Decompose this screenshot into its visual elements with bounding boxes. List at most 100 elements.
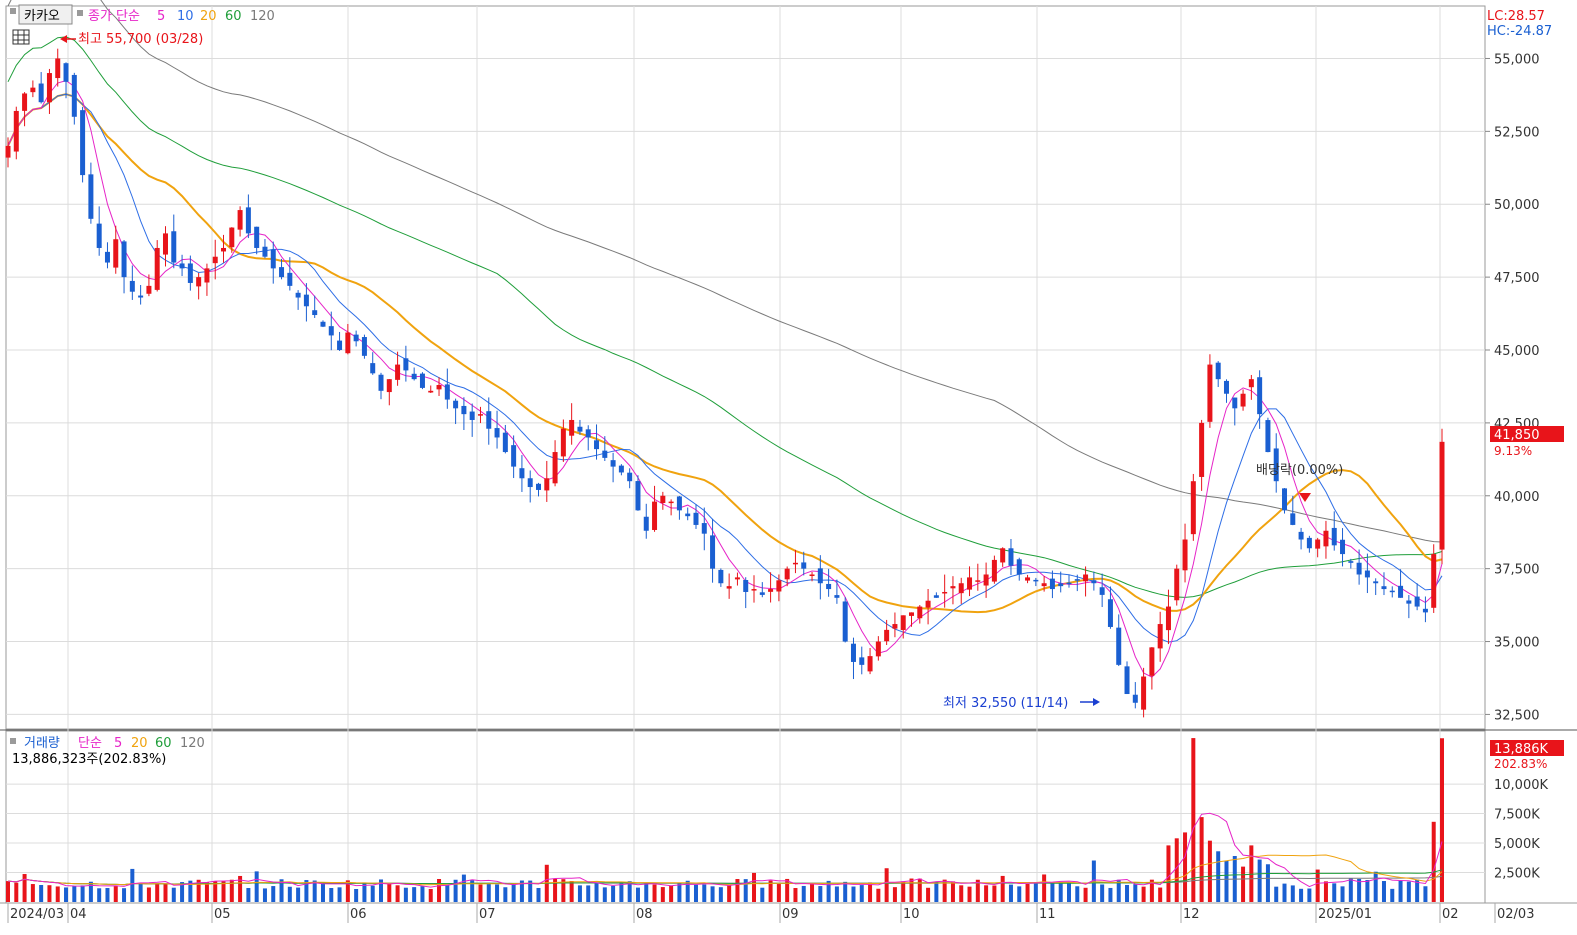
volume-bar[interactable] [55,886,60,902]
volume-bar[interactable] [876,888,881,902]
volume-bar[interactable] [221,881,226,902]
volume-bar[interactable] [1290,885,1295,902]
volume-bar[interactable] [561,879,566,902]
volume-bar[interactable] [942,879,947,902]
volume-bar[interactable] [1274,886,1279,902]
volume-bar[interactable] [967,886,972,902]
volume-bar[interactable] [478,884,483,902]
candle-body[interactable] [801,562,807,569]
volume-bar[interactable] [1008,884,1013,902]
candle-body[interactable] [1083,574,1089,582]
volume-bar[interactable] [760,887,765,902]
candle-body[interactable] [5,145,11,158]
volume-bar[interactable] [1108,887,1113,902]
volume-bar[interactable] [379,879,384,902]
candle-body[interactable] [618,465,624,473]
candle-body[interactable] [104,251,110,263]
candle-body[interactable] [1389,590,1395,593]
volume-bar[interactable] [213,881,218,902]
candle-body[interactable] [486,411,492,429]
candle-body[interactable] [337,340,343,351]
volume-bar[interactable] [901,881,906,902]
candle-body[interactable] [602,450,608,458]
candle-body[interactable] [1074,579,1080,581]
candle-body[interactable] [519,468,525,479]
candle-body[interactable] [751,589,757,591]
volume-bar[interactable] [1125,884,1130,902]
candle-body[interactable] [950,586,956,589]
candle-body[interactable] [237,210,243,230]
candle-body[interactable] [535,483,541,490]
candle-body[interactable] [1066,582,1072,585]
volume-bar[interactable] [528,880,533,902]
volume-bar[interactable] [1249,845,1254,902]
volume-bar[interactable] [1133,884,1138,902]
candle-body[interactable] [1000,548,1006,563]
candle-body[interactable] [320,321,326,327]
candle-body[interactable] [1290,513,1296,525]
volume-bar[interactable] [312,880,317,902]
candle-body[interactable] [1182,539,1188,571]
volume-bar[interactable] [204,882,209,902]
candle-body[interactable] [710,535,716,569]
volume-bar[interactable] [834,886,839,902]
volume-bar[interactable] [1348,878,1353,902]
volume-bar[interactable] [669,885,674,902]
candle-body[interactable] [826,583,832,590]
volume-bar[interactable] [859,885,864,902]
volume-bar[interactable] [752,872,757,902]
candle-body[interactable] [892,624,898,629]
candle-body[interactable] [768,589,774,592]
volume-bar[interactable] [22,874,27,902]
candle-body[interactable] [453,400,459,409]
volume-bar[interactable] [785,878,790,902]
candle-body[interactable] [270,249,276,269]
volume-bar[interactable] [238,875,243,902]
volume-bar[interactable] [644,883,649,902]
candle-body[interactable] [842,601,848,642]
volume-bar[interactable] [1191,738,1196,902]
candle-body[interactable] [975,580,981,582]
volume-bar[interactable] [72,886,77,902]
volume-bar[interactable] [1183,832,1188,902]
volume-bar[interactable] [1282,883,1287,902]
candle-body[interactable] [1439,441,1445,550]
volume-bar[interactable] [163,883,168,902]
volume-bar[interactable] [710,886,715,902]
candle-body[interactable] [154,247,160,290]
candle-body[interactable] [1364,570,1370,578]
volume-bar[interactable] [395,885,400,902]
volume-bar[interactable] [511,883,516,902]
volume-bar[interactable] [950,881,955,902]
candle-body[interactable] [676,496,682,511]
candle-body[interactable] [1058,583,1064,587]
volume-bar[interactable] [188,880,193,902]
volume-bar[interactable] [271,886,276,902]
volume-bar[interactable] [975,879,980,902]
candle-body[interactable] [146,285,152,294]
volume-bar[interactable] [6,881,10,902]
candle-body[interactable] [419,373,425,388]
volume-bar[interactable] [229,879,234,902]
candle-body[interactable] [403,358,409,371]
candle-body[interactable] [22,93,28,111]
candle-body[interactable] [254,226,260,248]
candle-body[interactable] [361,337,367,356]
candle-body[interactable] [544,478,550,491]
candle-body[interactable] [1331,527,1337,546]
candle-body[interactable] [1348,561,1354,563]
volume-bar[interactable] [702,884,707,902]
candle-body[interactable] [594,440,600,450]
volume-bar[interactable] [851,886,856,902]
volume-bar[interactable] [345,880,350,902]
volume-bar[interactable] [1340,886,1345,902]
candle-body[interactable] [428,390,434,393]
candle-body[interactable] [378,374,384,391]
volume-bar[interactable] [810,883,815,902]
candle-body[interactable] [38,83,44,103]
candle-body[interactable] [743,580,749,592]
price-pane[interactable] [5,5,1486,730]
volume-bar[interactable] [1241,866,1246,902]
volume-bar[interactable] [1000,875,1005,902]
candle-body[interactable] [494,428,500,438]
